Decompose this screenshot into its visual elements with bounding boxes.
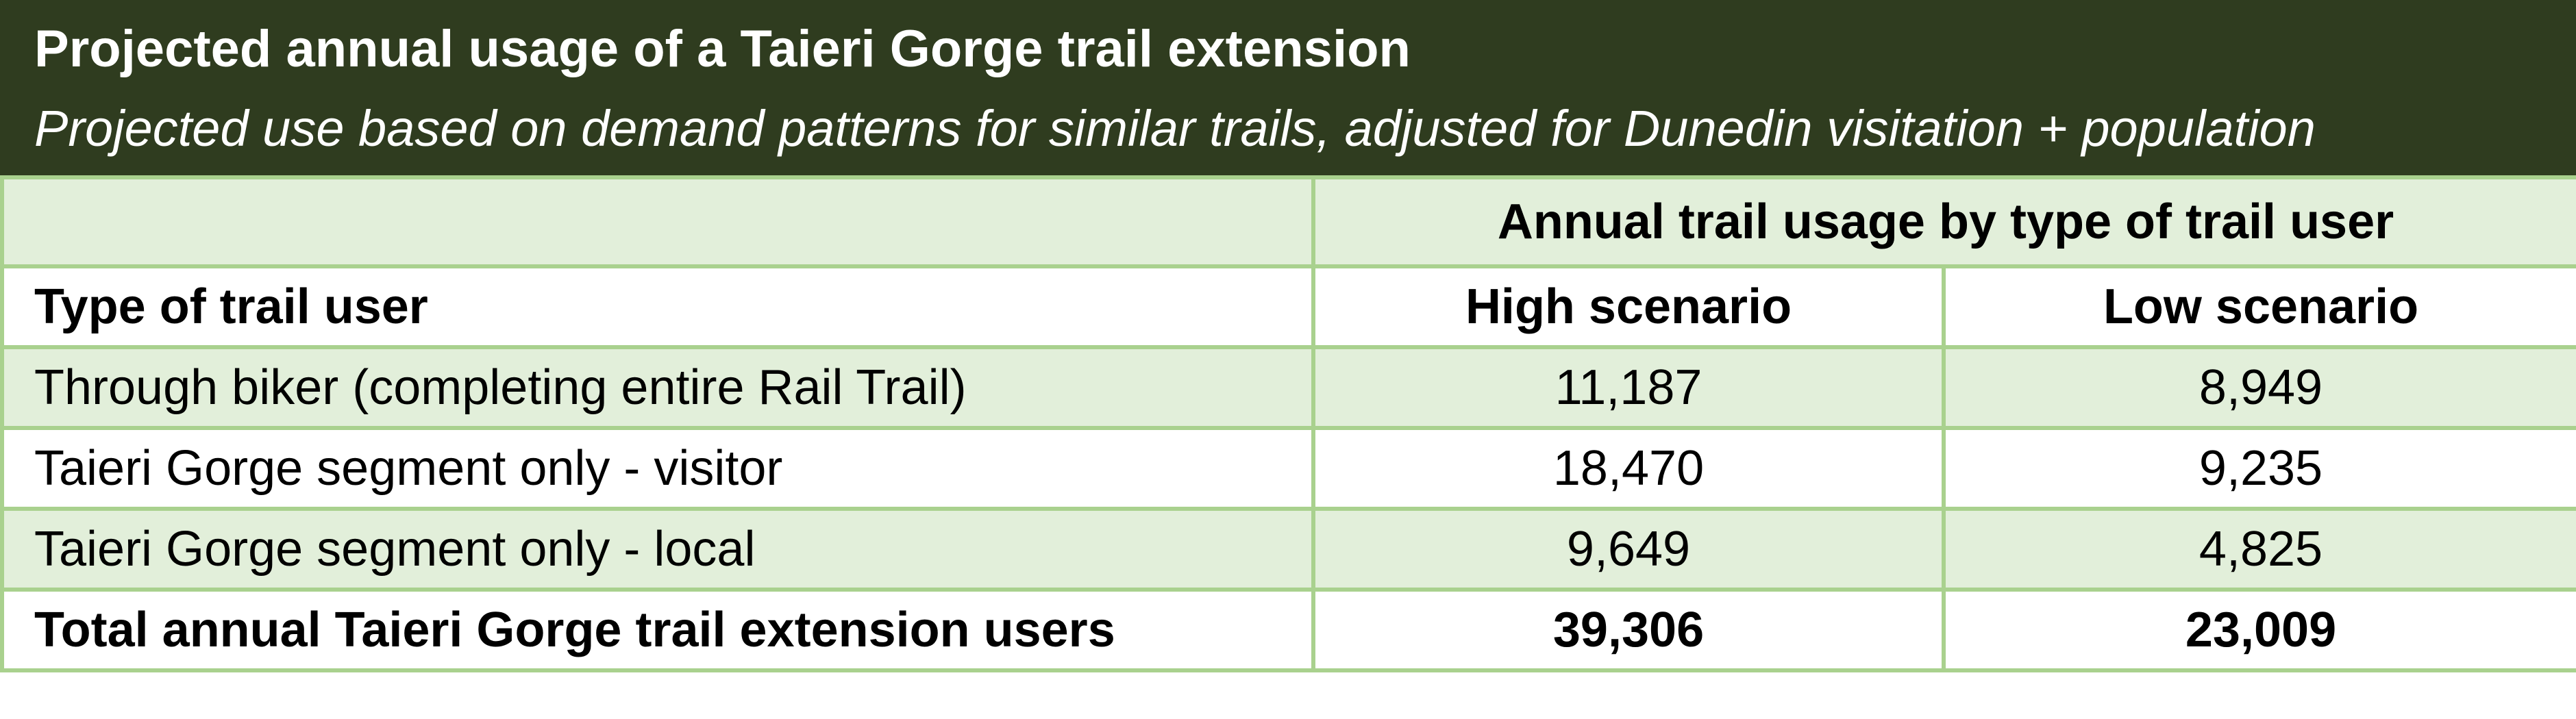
usage-table: Annual trail usage by type of trail user…: [0, 175, 2576, 672]
row-low-cell: 4,825: [1942, 507, 2576, 592]
column-header-high: High scenario: [1311, 264, 1946, 349]
group-header-cell: Annual trail usage by type of trail user: [1311, 175, 2576, 268]
row-type-cell: Taieri Gorge segment only - visitor: [0, 426, 1315, 511]
table-row: Taieri Gorge segment only - local 9,649 …: [0, 507, 2576, 592]
table-row: Through biker (completing entire Rail Tr…: [0, 345, 2576, 430]
table-title: Projected annual usage of a Taieri Gorge…: [34, 20, 1411, 78]
row-low-cell: 8,949: [1942, 345, 2576, 430]
row-type-cell: Taieri Gorge segment only - local: [0, 507, 1315, 592]
column-header-row: Type of trail user High scenario Low sce…: [0, 264, 2576, 349]
row-high-cell: 9,649: [1311, 507, 1946, 592]
table-subtitle: Projected use based on demand patterns f…: [34, 100, 2316, 157]
total-high-cell: 39,306: [1311, 588, 1946, 672]
row-high-cell: 11,187: [1311, 345, 1946, 430]
row-type-cell: Through biker (completing entire Rail Tr…: [0, 345, 1315, 430]
row-high-cell: 18,470: [1311, 426, 1946, 511]
row-low-cell: 9,235: [1942, 426, 2576, 511]
column-header-low: Low scenario: [1942, 264, 2576, 349]
total-row: Total annual Taieri Gorge trail extensio…: [0, 588, 2576, 672]
table-row: Taieri Gorge segment only - visitor 18,4…: [0, 426, 2576, 511]
group-header-row: Annual trail usage by type of trail user: [0, 175, 2576, 268]
empty-header-cell: [0, 175, 1315, 268]
total-low-cell: 23,009: [1942, 588, 2576, 672]
total-type-cell: Total annual Taieri Gorge trail extensio…: [0, 588, 1315, 672]
title-banner: Projected annual usage of a Taieri Gorge…: [0, 0, 2576, 175]
column-header-type: Type of trail user: [0, 264, 1315, 349]
